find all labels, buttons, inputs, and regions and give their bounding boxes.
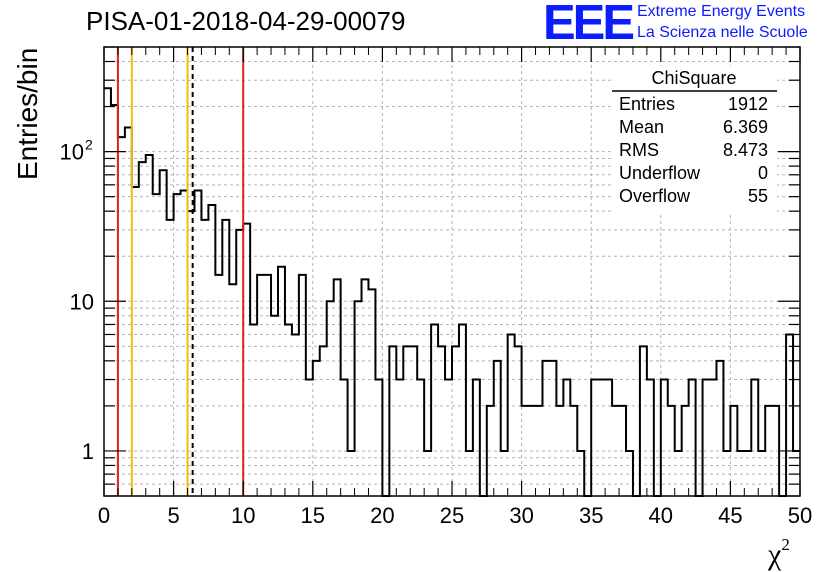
stats-title: ChiSquare [651, 68, 736, 88]
stats-value: 55 [748, 186, 768, 206]
stats-value: 8.473 [723, 140, 768, 160]
x-tick-label: 45 [718, 503, 742, 528]
chart-title: PISA-01-2018-04-29-00079 [86, 6, 406, 36]
x-tick-label: 10 [231, 503, 255, 528]
stats-value: 6.369 [723, 117, 768, 137]
stats-box: ChiSquare Entries 1912 Mean 6.369 RMS 8.473 Und… [612, 66, 777, 212]
stats-label: Underflow [619, 163, 701, 183]
y-tick-label: 1 [82, 439, 94, 464]
y-tick-label: 10 [60, 140, 84, 165]
x-tick-label: 15 [301, 503, 325, 528]
stats-label: Entries [619, 94, 675, 114]
x-tick-label: 50 [788, 503, 812, 528]
x-tick-label: 25 [440, 503, 464, 528]
x-tick-label: 40 [649, 503, 673, 528]
logo-text-line2: La Scienza nelle Scuole [637, 24, 808, 41]
x-tick-label: 20 [370, 503, 394, 528]
x-tick-label: 0 [98, 503, 110, 528]
x-axis-label: χ2 [768, 535, 790, 572]
x-tick-label: 30 [509, 503, 533, 528]
x-axis-label-superscript: 2 [781, 535, 790, 554]
x-tick-label: 35 [579, 503, 603, 528]
eee-logo-mark: EEE [543, 0, 635, 50]
stats-value: 1912 [728, 94, 768, 114]
stats-label: RMS [619, 140, 659, 160]
y-tick-label: 10 [70, 289, 94, 314]
reference-lines-layer [116, 47, 245, 496]
histogram-outline [104, 87, 800, 497]
x-tick-label: 5 [167, 503, 179, 528]
stats-value: 0 [758, 163, 768, 183]
histogram-layer [104, 87, 800, 497]
stats-label: Overflow [619, 186, 691, 206]
x-axis-label-symbol: χ [768, 538, 782, 571]
stats-label: Mean [619, 117, 664, 137]
y-tick-label-exponent: 2 [85, 137, 93, 153]
logo-text-line1: Extreme Energy Events [637, 3, 806, 20]
